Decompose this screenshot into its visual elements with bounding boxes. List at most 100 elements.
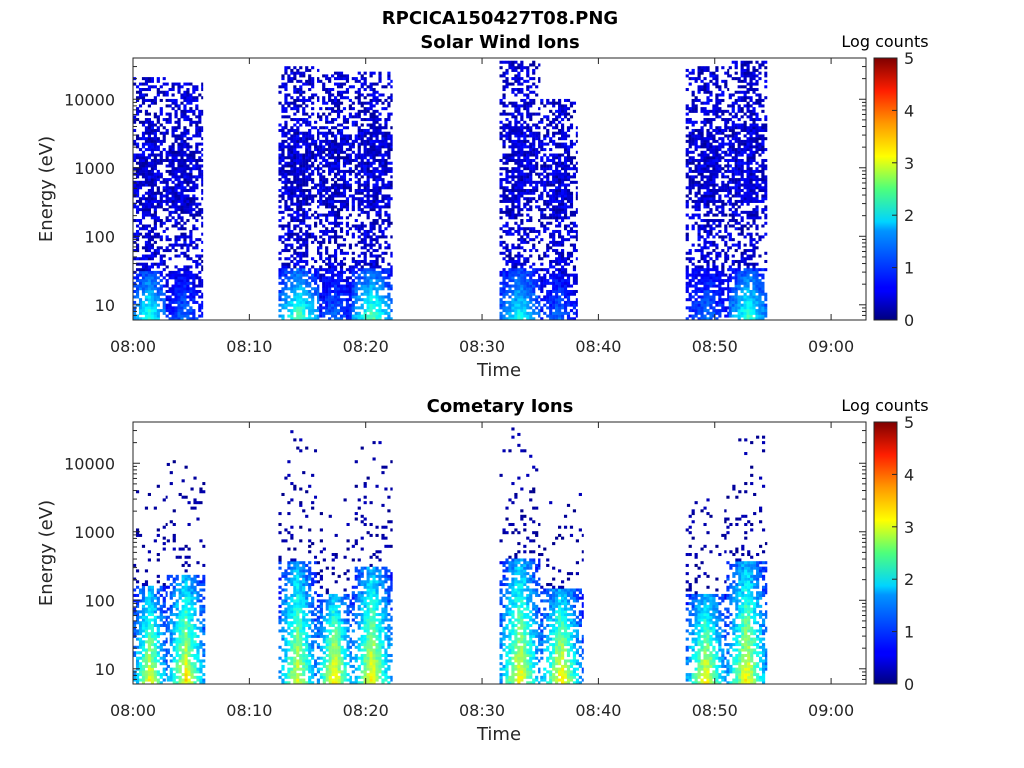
heatmap-cell [189, 153, 193, 157]
heatmap-cell [360, 227, 364, 231]
heatmap-cell [549, 158, 553, 163]
heatmap-cell [278, 205, 282, 209]
heatmap-cell [311, 194, 315, 198]
heatmap-cell [308, 194, 312, 198]
heatmap-cell [511, 309, 515, 313]
heatmap-cell [523, 107, 527, 111]
heatmap-cell [532, 311, 536, 315]
heatmap-cell [552, 189, 556, 193]
heatmap-cell [354, 317, 358, 321]
heatmap-cell [171, 148, 175, 152]
heatmap-cell [508, 317, 512, 321]
heatmap-cell [325, 180, 329, 184]
heatmap-cell [372, 134, 376, 138]
heatmap-cell [372, 169, 376, 173]
heatmap-cell [195, 148, 199, 152]
heatmap-cell [183, 104, 187, 108]
heatmap-cell [305, 158, 309, 163]
heatmap-cell [339, 156, 344, 160]
heatmap-cell [308, 120, 312, 124]
heatmap-cell [284, 295, 288, 299]
heatmap-cell [180, 309, 184, 313]
heatmap-cell [290, 148, 294, 152]
heatmap-cell [302, 109, 306, 113]
heatmap-cell [177, 148, 181, 152]
heatmap-cell [159, 123, 163, 127]
heatmap-cell [311, 265, 315, 269]
heatmap-cell [284, 126, 288, 130]
heatmap-cell [281, 289, 285, 294]
heatmap-cell [354, 265, 358, 269]
heatmap-cell [186, 289, 190, 294]
heatmap-cell [378, 235, 382, 239]
heatmap-cell [517, 145, 521, 149]
heatmap-cell [319, 167, 323, 171]
heatmap-cell [308, 167, 312, 171]
heatmap-cell [691, 303, 695, 307]
heatmap-cell [165, 194, 169, 198]
heatmap-cell [369, 202, 373, 206]
heatmap-cell [390, 221, 393, 225]
heatmap-cell [201, 96, 204, 100]
heatmap-cell [339, 183, 344, 187]
heatmap-cell [150, 167, 154, 171]
heatmap-cell [381, 131, 385, 135]
heatmap-cell [133, 284, 137, 288]
heatmap-cell [360, 189, 364, 193]
heatmap-cell [177, 126, 181, 130]
heatmap-cell [144, 281, 149, 285]
heatmap-cell [147, 88, 151, 92]
heatmap-cell [688, 134, 692, 138]
heatmap-cell [150, 306, 154, 310]
heatmap-cell [135, 169, 140, 173]
heatmap-cell [133, 180, 137, 184]
heatmap-cell [514, 68, 518, 72]
heatmap-cell [342, 194, 347, 198]
heatmap-cell [517, 82, 521, 86]
heatmap-cell [141, 287, 146, 291]
heatmap-cell [183, 235, 187, 239]
heatmap-cell [174, 306, 178, 310]
heatmap-cell [150, 189, 154, 193]
heatmap-cell [284, 300, 288, 304]
heatmap-cell [153, 232, 157, 236]
heatmap-cell [348, 137, 352, 141]
heatmap-cell [517, 208, 521, 212]
heatmap-cell [322, 139, 326, 143]
heatmap-cell [540, 191, 544, 195]
heatmap-cell [317, 148, 320, 152]
heatmap-cell [284, 270, 288, 274]
heatmap-cell [339, 268, 344, 272]
heatmap-cell [543, 142, 547, 146]
heatmap-cell [558, 229, 562, 233]
heatmap-cell [372, 82, 376, 86]
heatmap-cell [366, 300, 370, 304]
heatmap-cell [281, 317, 285, 321]
heatmap-cell [505, 284, 509, 288]
heatmap-cell [691, 309, 695, 313]
heatmap-cell [150, 276, 154, 280]
heatmap-cell [563, 306, 568, 310]
heatmap-cell [369, 270, 373, 274]
heatmap-cell [317, 284, 320, 288]
heatmap-cell [688, 259, 692, 263]
heatmap-cell [520, 60, 524, 64]
heatmap-cell [511, 88, 515, 92]
heatmap-cell [543, 126, 547, 130]
heatmap-cell [378, 303, 382, 307]
heatmap-cell [144, 202, 149, 206]
heatmap-cell [144, 120, 149, 124]
heatmap-cell [177, 120, 181, 124]
heatmap-cell [563, 98, 568, 102]
heatmap-cell [180, 183, 184, 187]
heatmap-cell [284, 156, 288, 160]
heatmap-cell [296, 213, 300, 217]
heatmap-cell [372, 202, 376, 206]
heatmap-cell [523, 145, 527, 149]
heatmap-cell [186, 93, 190, 97]
heatmap-cell [357, 169, 361, 173]
heatmap-cell [348, 281, 352, 285]
heatmap-cell [566, 191, 571, 195]
heatmap-cell [287, 205, 291, 209]
heatmap-cell [517, 109, 521, 113]
